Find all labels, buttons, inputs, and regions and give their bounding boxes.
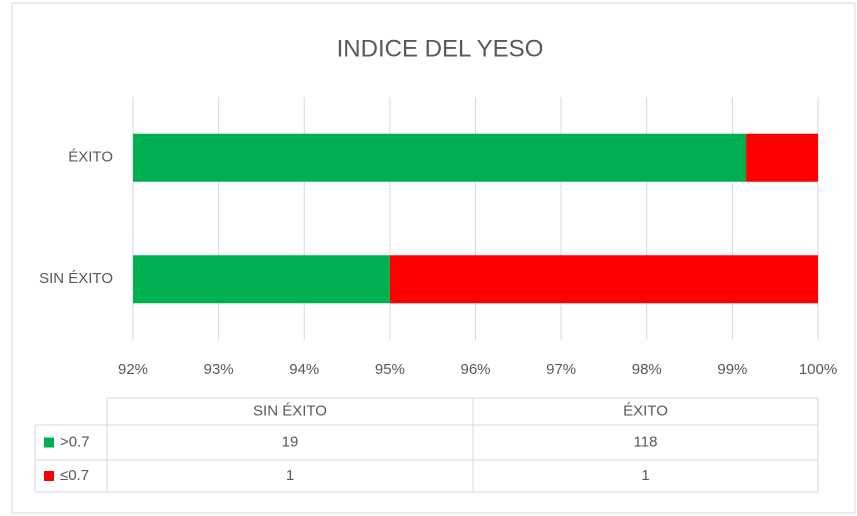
x-tick-label: 95% xyxy=(375,361,405,378)
legend-swatch xyxy=(44,471,54,481)
x-tick-label: 93% xyxy=(204,361,234,378)
table-value: 118 xyxy=(634,433,658,450)
bar-segment xyxy=(133,133,747,182)
y-tick-label: SIN ÉXITO xyxy=(39,270,113,287)
legend-label: ≤0.7 xyxy=(60,467,89,484)
y-tick-label: ÉXITO xyxy=(68,149,113,166)
bar-segment xyxy=(133,255,390,304)
table-value: 1 xyxy=(286,467,294,484)
bar-segment xyxy=(389,255,818,304)
x-tick-label: 99% xyxy=(717,361,747,378)
x-tick-label: 92% xyxy=(118,361,148,378)
table-header: ÉXITO xyxy=(623,402,668,419)
x-tick-label: 96% xyxy=(460,361,490,378)
table-value: 1 xyxy=(641,467,649,484)
x-tick-label: 100% xyxy=(799,361,837,378)
table-header: SIN ÉXITO xyxy=(253,402,327,419)
legend-swatch xyxy=(44,437,54,448)
bar-segment xyxy=(746,133,818,182)
x-tick-label: 97% xyxy=(546,361,576,378)
x-tick-label: 98% xyxy=(632,361,662,378)
legend-label: >0.7 xyxy=(60,433,90,450)
table-value: 19 xyxy=(282,433,299,450)
chart-title: INDICE DEL YESO xyxy=(337,35,544,62)
x-tick-label: 94% xyxy=(289,361,319,378)
